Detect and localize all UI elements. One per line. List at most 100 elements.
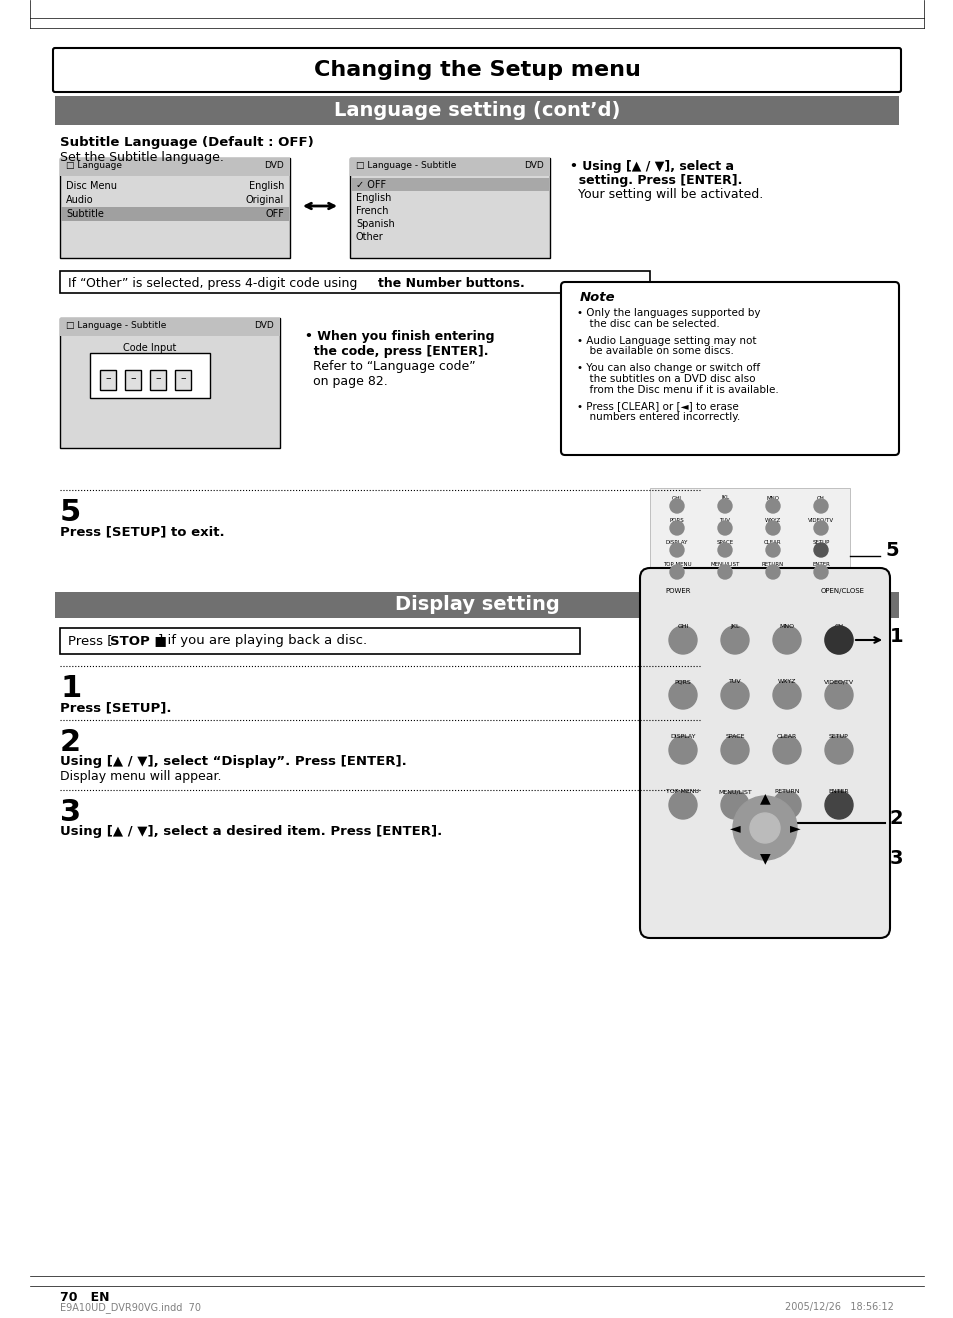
Text: –: – — [155, 373, 161, 384]
Text: GHI: GHI — [677, 623, 688, 629]
Circle shape — [718, 521, 731, 535]
Text: 2: 2 — [889, 809, 902, 829]
Text: Other: Other — [355, 232, 383, 243]
Circle shape — [669, 521, 683, 535]
Text: DVD: DVD — [264, 161, 284, 170]
Text: OFF: OFF — [265, 210, 284, 219]
Circle shape — [813, 543, 827, 558]
Text: □ Language: □ Language — [66, 161, 122, 170]
Text: 1: 1 — [889, 626, 902, 646]
Text: Spanish: Spanish — [355, 219, 395, 229]
Bar — [90, 353, 210, 398]
Text: SPACE: SPACE — [724, 734, 744, 739]
Circle shape — [668, 681, 697, 709]
Text: the disc can be selected.: the disc can be selected. — [582, 319, 719, 330]
Text: –: – — [180, 373, 186, 384]
Text: • Using [▲ / ▼], select a: • Using [▲ / ▼], select a — [569, 159, 733, 173]
Text: Press [SETUP] to exit.: Press [SETUP] to exit. — [60, 525, 224, 538]
Bar — [55, 96, 898, 125]
Text: ◄: ◄ — [729, 821, 740, 836]
Text: 2005/12/26   18:56:12: 2005/12/26 18:56:12 — [784, 1302, 893, 1311]
Circle shape — [749, 813, 780, 844]
Text: PQRS: PQRS — [669, 518, 683, 522]
Text: PQRS: PQRS — [674, 679, 691, 684]
Circle shape — [765, 543, 780, 558]
Text: ENTER: ENTER — [828, 789, 848, 793]
Text: WXYZ: WXYZ — [764, 518, 781, 522]
Bar — [150, 370, 166, 390]
Text: MNO: MNO — [765, 496, 779, 501]
Text: Code Input: Code Input — [123, 343, 176, 353]
Circle shape — [772, 681, 801, 709]
Circle shape — [669, 543, 683, 558]
Text: Refer to “Language code”: Refer to “Language code” — [305, 360, 476, 373]
Text: numbers entered incorrectly.: numbers entered incorrectly. — [582, 413, 740, 423]
Circle shape — [765, 521, 780, 535]
Text: • Press [CLEAR] or [◄] to erase: • Press [CLEAR] or [◄] to erase — [577, 402, 738, 411]
Text: Using [▲ / ▼], select a desired item. Press [ENTER].: Using [▲ / ▼], select a desired item. Pr… — [60, 825, 442, 838]
Text: Set the Subtitle language.: Set the Subtitle language. — [60, 152, 224, 163]
Text: English: English — [249, 181, 284, 191]
Circle shape — [813, 500, 827, 513]
Circle shape — [669, 565, 683, 579]
Circle shape — [720, 791, 748, 818]
Bar — [60, 158, 290, 177]
Text: SETUP: SETUP — [811, 539, 829, 544]
Circle shape — [718, 543, 731, 558]
Text: 3: 3 — [889, 850, 902, 869]
Text: TOP MENU: TOP MENU — [666, 789, 699, 793]
Text: RETURN: RETURN — [774, 789, 799, 793]
Text: DVD: DVD — [524, 161, 543, 170]
Text: JKL: JKL — [720, 496, 728, 501]
Text: • You can also change or switch off: • You can also change or switch off — [577, 362, 760, 373]
Text: • When you finish entering: • When you finish entering — [305, 330, 494, 343]
Text: ✓ OFF: ✓ OFF — [355, 181, 386, 190]
Circle shape — [772, 791, 801, 818]
Text: DISPLAY: DISPLAY — [670, 734, 695, 739]
Text: • Only the languages supported by: • Only the languages supported by — [577, 308, 760, 318]
Circle shape — [720, 626, 748, 654]
Text: Subtitle: Subtitle — [66, 210, 104, 219]
Text: CH: CH — [834, 623, 842, 629]
FancyBboxPatch shape — [53, 47, 900, 92]
Circle shape — [765, 565, 780, 579]
Text: TUV: TUV — [728, 679, 740, 684]
Text: Disc Menu: Disc Menu — [66, 181, 117, 191]
Text: 70   EN: 70 EN — [60, 1292, 110, 1304]
Text: Using [▲ / ▼], select “Display”. Press [ENTER].: Using [▲ / ▼], select “Display”. Press [… — [60, 755, 406, 768]
Text: STOP ■: STOP ■ — [110, 634, 167, 647]
Text: MENU/LIST: MENU/LIST — [718, 789, 751, 793]
Text: If “Other” is selected, press 4-digit code using: If “Other” is selected, press 4-digit co… — [68, 277, 361, 290]
Circle shape — [720, 681, 748, 709]
Text: □ Language - Subtitle: □ Language - Subtitle — [355, 161, 456, 170]
Circle shape — [720, 735, 748, 764]
Circle shape — [668, 735, 697, 764]
Circle shape — [824, 626, 852, 654]
Bar — [351, 178, 548, 191]
Text: English: English — [355, 192, 391, 203]
Text: ►: ► — [789, 821, 800, 836]
Text: Your setting will be activated.: Your setting will be activated. — [569, 188, 762, 202]
Circle shape — [668, 791, 697, 818]
Circle shape — [718, 565, 731, 579]
Text: RETURN: RETURN — [761, 561, 783, 567]
Text: CH: CH — [816, 496, 824, 501]
Circle shape — [813, 521, 827, 535]
Text: on page 82.: on page 82. — [305, 376, 387, 387]
Bar — [350, 158, 550, 177]
Text: –: – — [130, 373, 135, 384]
Text: setting. Press [ENTER].: setting. Press [ENTER]. — [569, 174, 741, 187]
Text: VIDEO/TV: VIDEO/TV — [823, 679, 853, 684]
Text: WXYZ: WXYZ — [777, 679, 796, 684]
Text: Original: Original — [246, 195, 284, 206]
Text: Changing the Setup menu: Changing the Setup menu — [314, 61, 639, 80]
Text: CLEAR: CLEAR — [776, 734, 797, 739]
Text: Audio: Audio — [66, 195, 93, 206]
Text: the subtitles on a DVD disc also: the subtitles on a DVD disc also — [582, 374, 755, 384]
Text: JKL: JKL — [729, 623, 739, 629]
Bar — [60, 318, 280, 336]
Text: Language setting (cont’d): Language setting (cont’d) — [334, 101, 619, 120]
Text: Press [SETUP].: Press [SETUP]. — [60, 701, 172, 714]
Circle shape — [824, 626, 852, 654]
Text: Subtitle Language (Default : OFF): Subtitle Language (Default : OFF) — [60, 136, 314, 149]
